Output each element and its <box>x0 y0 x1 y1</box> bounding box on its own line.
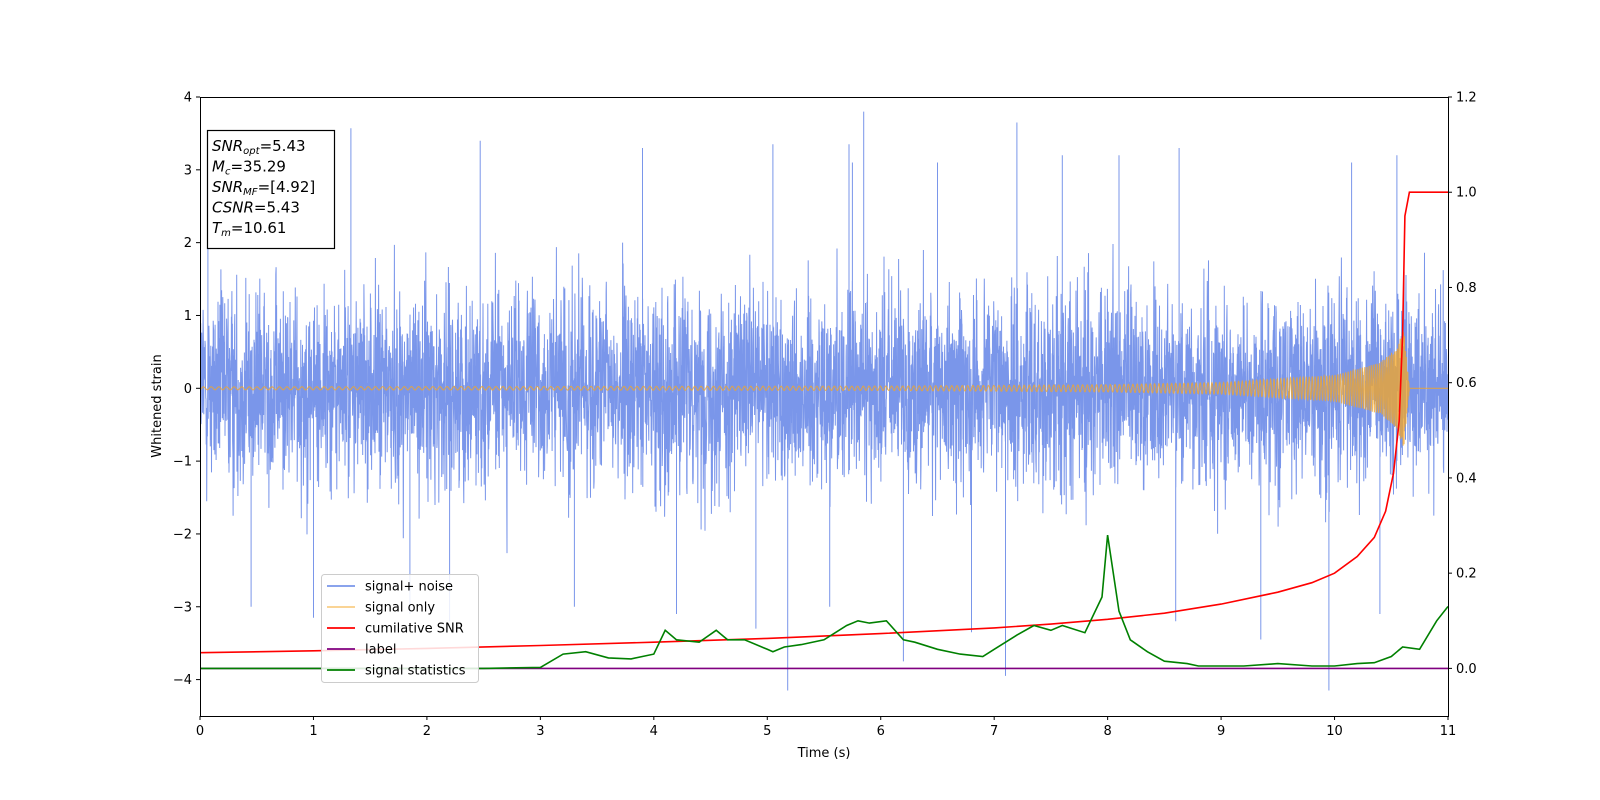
y-tick-label: 2 <box>184 236 192 251</box>
annotation-line: SNRMF=[4.92] <box>212 178 315 198</box>
y-right-tick-label: 1.0 <box>1456 186 1477 201</box>
annotation-line: CSNR=5.43 <box>212 199 300 217</box>
plot-frame <box>200 97 1449 717</box>
y-tick-label: 3 <box>184 163 192 178</box>
y-right-tick-label: 0.4 <box>1456 471 1477 486</box>
annotation-line: Tm=10.61 <box>212 219 286 239</box>
y-right-tick-label: 0.0 <box>1456 662 1477 677</box>
y-tick-label: 0 <box>184 382 192 397</box>
y-tick-label: 1 <box>184 309 192 324</box>
x-tick-label: 6 <box>877 724 885 739</box>
x-tick-label: 0 <box>196 724 204 739</box>
x-tick-label: 2 <box>423 724 431 739</box>
series-signal-statistics <box>200 534 1448 670</box>
y-right-tick-label: 0.2 <box>1456 567 1477 582</box>
x-tick-label: 9 <box>1217 724 1225 739</box>
x-tick-label: 4 <box>650 724 658 739</box>
y-tick-label: −4 <box>173 673 192 688</box>
legend-label: label <box>365 643 396 658</box>
annotation-line: SNRopt=5.43 <box>212 137 306 157</box>
annotation-box: SNRopt=5.43Mc=35.29SNRMF=[4.92]CSNR=5.43… <box>206 129 336 250</box>
y-tick-label: 4 <box>184 91 192 106</box>
x-tick-label: 3 <box>536 724 544 739</box>
y-axis-label: Whitened strain <box>150 354 165 457</box>
legend: signal+ noise signal only cumilative SNR la… <box>321 574 479 683</box>
axes-layer: 0 1 2 3 4 5 6 7 8 9 10 11 −4 −3 −2 −1 0 1 2 3 4 0.0 0.2 0.4 0.6 0… <box>173 91 1477 740</box>
y-right-tick-label: 0.8 <box>1456 281 1477 296</box>
x-tick-label: 11 <box>1440 724 1457 739</box>
x-tick-label: 8 <box>1103 724 1111 739</box>
x-tick-label: 5 <box>763 724 771 739</box>
annotation-line: Mc=35.29 <box>212 158 286 178</box>
x-tick-label: 1 <box>309 724 317 739</box>
x-tick-label: 7 <box>990 724 998 739</box>
series-signal-only <box>200 331 1448 446</box>
y-tick-label: −1 <box>173 455 192 470</box>
y-tick-label: −3 <box>173 600 192 615</box>
x-tick-label: 10 <box>1326 724 1343 739</box>
series-signal-noise <box>200 111 1448 691</box>
legend-label: signal only <box>365 601 435 616</box>
x-axis-label: Time (s) <box>797 746 851 761</box>
legend-label: cumilative SNR <box>365 622 464 637</box>
legend-label: signal+ noise <box>365 580 453 595</box>
legend-label: signal statistics <box>365 664 466 679</box>
y-right-tick-label: 0.6 <box>1456 376 1477 391</box>
y-right-tick-label: 1.2 <box>1456 91 1477 106</box>
series-cumulative-snr <box>200 191 1448 654</box>
y-tick-label: −2 <box>173 527 192 542</box>
